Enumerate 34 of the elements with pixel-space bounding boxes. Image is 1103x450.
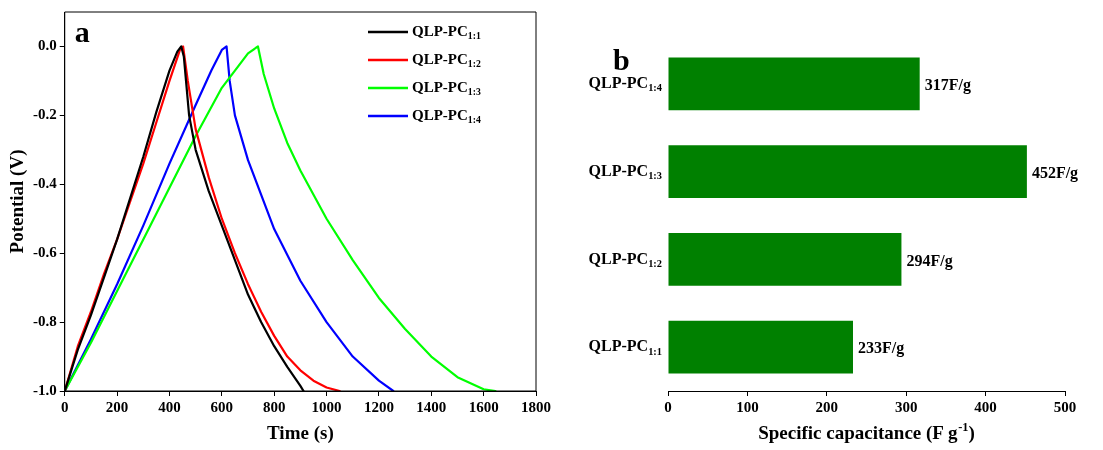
x-tick-label: 500	[1053, 398, 1077, 415]
y-tick-label: -0.6	[33, 244, 58, 261]
bar	[668, 57, 920, 111]
x-tick-label: 0	[664, 398, 672, 415]
y-tick-label: -0.2	[33, 106, 57, 123]
y-tick-label: -0.4	[33, 175, 58, 192]
x-tick-label: 1000	[311, 398, 342, 415]
y-tick-label: -1.0	[33, 381, 57, 398]
chart-title: a	[74, 14, 90, 48]
data-label: 452F/g	[1031, 163, 1079, 182]
x-tick-label: 800	[262, 398, 286, 415]
bar	[668, 320, 853, 374]
y-tick-label: -0.8	[33, 312, 57, 329]
x-tick-label: 100	[736, 398, 759, 415]
y-axis-title: Potential (V)	[5, 149, 28, 254]
data-label: 233F/g	[858, 339, 905, 358]
x-tick-label: 1200	[363, 398, 394, 415]
x-tick-label: 400	[974, 398, 997, 415]
bar	[668, 145, 1027, 198]
x-tick-label: 1800	[521, 398, 551, 415]
x-tick-label: 200	[105, 398, 129, 415]
bar	[668, 233, 902, 286]
x-tick-label: 0	[61, 398, 69, 415]
x-tick-label: 400	[158, 398, 181, 415]
chart-title: b	[613, 42, 630, 76]
x-tick-label: 300	[894, 398, 918, 415]
x-axis-title: Time (s)	[267, 421, 334, 444]
data-label: 317F/g	[924, 76, 971, 95]
x-tick-label: 200	[815, 398, 839, 415]
x-tick-label: 600	[210, 398, 234, 415]
data-label: 294F/g	[906, 251, 953, 270]
y-tick-label: 0.0	[38, 37, 57, 54]
x-tick-label: 1400	[416, 398, 447, 415]
x-tick-label: 1600	[468, 398, 499, 415]
